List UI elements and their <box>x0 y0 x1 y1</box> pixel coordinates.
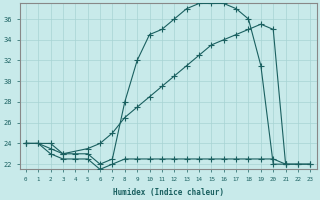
X-axis label: Humidex (Indice chaleur): Humidex (Indice chaleur) <box>113 188 224 197</box>
